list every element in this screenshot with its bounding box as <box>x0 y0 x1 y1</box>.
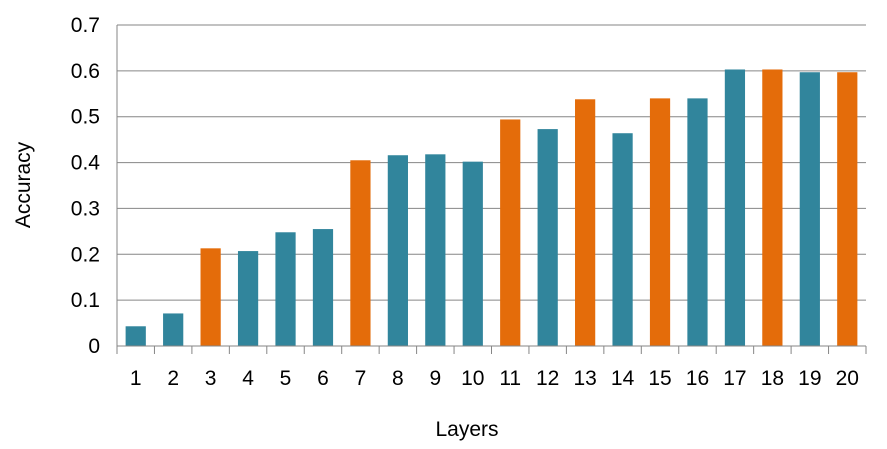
x-tick-label: 11 <box>499 367 521 390</box>
bar <box>537 129 558 346</box>
x-tick-label: 4 <box>242 367 254 390</box>
y-tick-label: 0.3 <box>71 197 100 220</box>
y-tick-labels: 0 0.1 0.2 0.3 0.4 0.5 0.6 0.7 <box>71 14 101 358</box>
x-tick-label: 7 <box>355 367 367 390</box>
y-tick-label: 0.2 <box>71 243 100 266</box>
y-tick-label: 0.5 <box>71 106 100 129</box>
gridlines <box>117 24 866 301</box>
y-tick-label: 0 <box>88 335 100 358</box>
x-tick-label: 15 <box>648 367 671 390</box>
bar <box>724 69 746 346</box>
bars <box>125 69 858 347</box>
x-tick-label: 9 <box>429 367 441 390</box>
x-tick-label: 3 <box>205 367 217 390</box>
bar <box>687 98 708 346</box>
x-axis-title: Layers <box>435 418 498 441</box>
y-tick-label: 0.1 <box>71 289 100 312</box>
y-tick-label: 0.6 <box>71 60 100 83</box>
x-tick-label: 10 <box>461 367 484 390</box>
bar <box>462 161 483 346</box>
bar <box>425 154 446 346</box>
x-tick-label: 20 <box>836 367 859 390</box>
x-tick-labels: 1 2 3 4 5 6 7 8 9 10 11 12 13 14 15 16 17 18 19 20 <box>130 367 859 390</box>
x-tick-label: 5 <box>280 367 292 390</box>
bar <box>387 155 408 346</box>
x-tick-label: 12 <box>536 367 559 390</box>
bar <box>237 251 259 346</box>
x-tick-label: 2 <box>167 367 179 390</box>
bar <box>762 69 783 346</box>
x-tick-label: 6 <box>317 367 329 390</box>
bar <box>799 72 820 347</box>
bar <box>575 99 596 346</box>
bar <box>125 326 146 346</box>
bar <box>649 98 671 346</box>
y-axis-title: Accuracy <box>12 141 35 228</box>
y-tick-label: 0.7 <box>71 14 100 37</box>
x-tick-label: 14 <box>611 367 635 390</box>
bar <box>612 133 633 346</box>
bar <box>275 232 296 346</box>
bar <box>200 248 221 346</box>
bar <box>163 313 184 346</box>
y-tick-label: 0.4 <box>71 152 101 175</box>
x-tick-label: 13 <box>573 367 596 390</box>
bar <box>837 72 858 347</box>
x-tick-label: 16 <box>686 367 709 390</box>
bar <box>500 119 521 346</box>
x-tick-label: 19 <box>798 367 821 390</box>
axes <box>116 25 867 354</box>
x-tick-label: 18 <box>761 367 784 390</box>
x-tick-label: 17 <box>723 367 746 390</box>
x-tick-label: 8 <box>392 367 404 390</box>
bar <box>312 229 334 346</box>
x-tick-label: 1 <box>130 367 142 390</box>
bar <box>350 160 371 346</box>
